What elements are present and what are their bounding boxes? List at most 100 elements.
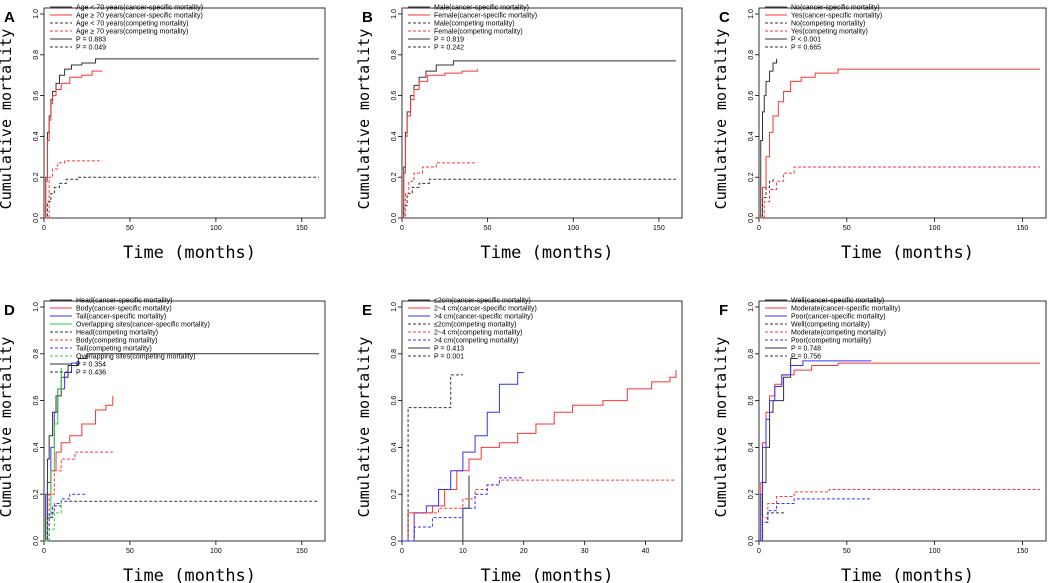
series-line-2 xyxy=(44,70,103,219)
x-tick-label: 30 xyxy=(581,548,589,555)
y-axis-title: Cumulative mortality xyxy=(712,29,730,210)
chart-panel-a: A 0.0 0.2 0.4 0.6 0.8 1.0 0 50 100 150 Cumulative m… xyxy=(0,5,326,263)
y-tick-label: 0.2 xyxy=(391,489,398,499)
plot-frame xyxy=(401,300,683,542)
y-tick-label: 0.6 xyxy=(391,91,398,101)
legend-label: Overlapping sites(competing mortality) xyxy=(76,354,195,361)
panel-label: D xyxy=(4,302,15,319)
y-axis-title: Cumulative mortality xyxy=(712,337,730,518)
series-line-2 xyxy=(759,68,1040,219)
legend-label: Well(cancer-specific mortality) xyxy=(791,298,884,305)
chart-panel-b: B 0.0 0.2 0.4 0.6 0.8 1.0 0 50 100 150 Cumulative m… xyxy=(355,5,683,263)
series-line-4 xyxy=(402,162,478,219)
series-line-1 xyxy=(402,475,470,542)
panel-label: B xyxy=(362,9,373,26)
x-axis-title: Time (months) xyxy=(841,566,974,583)
legend-label: P = 0.756 xyxy=(791,354,821,361)
legend-label: Moderate(competing mortality) xyxy=(791,330,886,337)
y-tick-label: 0.2 xyxy=(748,489,755,499)
x-tick-label: 50 xyxy=(126,548,134,555)
y-axis-title: Cumulative mortality xyxy=(355,337,373,518)
series-line-3 xyxy=(759,177,774,219)
y-tick-label: 0.4 xyxy=(33,442,40,452)
legend-label: >4 cm(cancer-specific mortality) xyxy=(434,314,533,321)
y-tick-label: 0.2 xyxy=(391,172,398,182)
series-line-6 xyxy=(759,498,872,542)
series-line-3 xyxy=(402,178,676,219)
y-tick-label: 0.8 xyxy=(33,349,40,359)
y-tick-label: 0.2 xyxy=(33,489,40,499)
x-tick-label: 50 xyxy=(484,225,492,232)
y-tick-label: 0.2 xyxy=(33,172,40,182)
series-line-1 xyxy=(402,60,676,219)
legend-label: 2~4 cm(competing mortality) xyxy=(434,330,523,337)
y-tick-label: 0.8 xyxy=(391,50,398,60)
legend-label: Yes(cancer-specific mortality) xyxy=(791,13,882,20)
legend-label: Moderate(cancer-specific mortality) xyxy=(791,306,900,313)
legend-label: Age ≥ 70 years(cancer-specific mortality… xyxy=(76,13,203,20)
legend-label: Male(cancer-specific mortality) xyxy=(434,5,529,12)
plot-frame xyxy=(401,7,683,219)
y-tick-label: 0.0 xyxy=(33,536,40,546)
series-line-3 xyxy=(402,372,524,542)
x-tick-label: 0 xyxy=(400,548,404,555)
y-tick-label: 1.0 xyxy=(391,9,398,19)
legend-label: No(cancer-specific mortality) xyxy=(791,5,880,12)
y-tick-label: 0.8 xyxy=(748,349,755,359)
legend-label: >4 cm(competing mortality) xyxy=(434,338,519,345)
series-line-2 xyxy=(759,362,1040,542)
series-line-3 xyxy=(44,176,319,219)
x-tick-label: 0 xyxy=(42,548,46,555)
series-line-5 xyxy=(759,489,1040,542)
x-axis-title: Time (months) xyxy=(480,566,613,583)
legend-label: P = 0.001 xyxy=(434,354,464,361)
legend-label: P = 0.413 xyxy=(434,346,464,353)
legend-label: ≤2cm(competing mortality) xyxy=(434,322,516,329)
x-tick-label: 100 xyxy=(210,225,222,232)
x-tick-label: 100 xyxy=(929,548,941,555)
y-tick-label: 0.0 xyxy=(748,536,755,546)
legend-label: Age ≥ 70 years(competing mortality) xyxy=(76,29,188,36)
legend-label: Tail(cancer-specific mortality) xyxy=(76,314,166,321)
series-line-1 xyxy=(44,353,319,542)
y-tick-label: 0.6 xyxy=(748,396,755,406)
legend-label: Male(competing mortality) xyxy=(434,21,515,28)
y-axis-title: Cumulative mortality xyxy=(355,29,373,210)
y-tick-label: 0.8 xyxy=(748,50,755,60)
x-axis-title: Time (months) xyxy=(841,243,974,263)
y-tick-label: 0.0 xyxy=(748,213,755,223)
x-tick-label: 0 xyxy=(757,225,761,232)
x-tick-label: 40 xyxy=(642,548,650,555)
panel-label: E xyxy=(362,302,372,319)
x-tick-label: 150 xyxy=(296,548,308,555)
legend-label: Poor(competing mortality) xyxy=(791,338,871,345)
x-tick-label: 50 xyxy=(126,225,134,232)
legend-label: Head(competing mortality) xyxy=(76,330,158,337)
y-tick-label: 0.6 xyxy=(33,396,40,406)
series-line-1 xyxy=(759,357,798,542)
series-line-4 xyxy=(44,367,62,542)
panel-label: C xyxy=(719,9,730,26)
plot-frame xyxy=(758,300,1047,542)
legend-label: 2~4 cm(cancer-specific mortality) xyxy=(434,306,537,313)
y-tick-label: 1.0 xyxy=(748,9,755,19)
x-tick-label: 150 xyxy=(1017,548,1029,555)
legend-label: Head(cancer-specific mortality) xyxy=(76,298,172,305)
series-line-6 xyxy=(402,477,524,542)
x-tick-label: 0 xyxy=(400,225,404,232)
legend-label: P = 0.819 xyxy=(434,37,464,44)
legend-label: Tail(competing mortality) xyxy=(76,346,152,353)
series-line-7 xyxy=(44,493,87,542)
y-tick-label: 0.4 xyxy=(391,131,398,141)
y-axis-title: Cumulative mortality xyxy=(0,337,15,518)
x-tick-label: 20 xyxy=(520,548,528,555)
y-axis-title: Cumulative mortality xyxy=(0,29,15,210)
series-line-4 xyxy=(402,374,463,542)
x-tick-label: 150 xyxy=(296,225,308,232)
chart-panel-f: F 0.0 0.2 0.4 0.6 0.8 1.0 0 50 100 150 Cumulative m… xyxy=(712,298,1047,583)
legend-label: P = 0.436 xyxy=(76,370,106,377)
legend-label: No(competing mortality) xyxy=(791,21,865,28)
y-tick-label: 0.4 xyxy=(33,131,40,141)
legend-label: P < 0.001 xyxy=(791,37,821,44)
